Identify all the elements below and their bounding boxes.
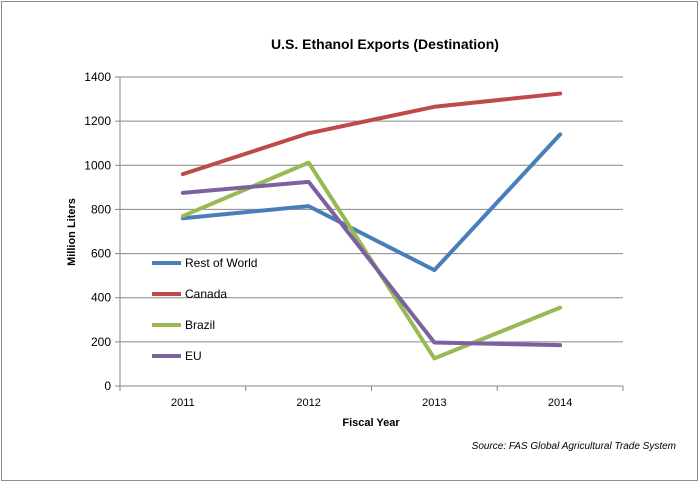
- y-tick-label: 1400: [84, 70, 111, 84]
- x-tick-label: 2014: [548, 397, 572, 409]
- x-axis-label: Fiscal Year: [342, 417, 400, 429]
- legend-label: Brazil: [185, 318, 215, 332]
- y-tick-label: 600: [91, 247, 111, 261]
- axes: [119, 77, 623, 387]
- chart-title: U.S. Ethanol Exports (Destination): [271, 36, 499, 52]
- y-tick-label: 1000: [84, 158, 111, 172]
- y-tick-label: 200: [91, 335, 111, 349]
- x-axis-ticks: 2011 2012 2013 2014: [119, 386, 624, 409]
- legend-label: EU: [185, 349, 202, 363]
- x-tick-label: 2012: [296, 397, 320, 409]
- y-tick-label: 400: [91, 291, 111, 305]
- data-series: [180, 91, 563, 361]
- y-tick-label: 800: [91, 202, 111, 216]
- source-note: Source: FAS Global Agricultural Trade Sy…: [472, 441, 676, 452]
- x-tick-label: 2013: [422, 397, 446, 409]
- series-line-canada: [180, 91, 563, 177]
- legend-label: Rest of World: [185, 256, 257, 270]
- y-tick-label: 1200: [84, 114, 111, 128]
- y-tick-label: 0: [104, 379, 111, 393]
- legend: Rest of World Canada Brazil EU: [152, 256, 257, 363]
- series-line-eu: [180, 179, 563, 348]
- legend-label: Canada: [185, 287, 227, 301]
- y-axis-label: Million Liters: [66, 198, 78, 266]
- y-axis-ticks: 0 200 400 600 800 1000 1200 1400: [84, 70, 120, 393]
- series-line-rest-of-world: [180, 132, 563, 273]
- x-tick-label: 2011: [171, 397, 195, 409]
